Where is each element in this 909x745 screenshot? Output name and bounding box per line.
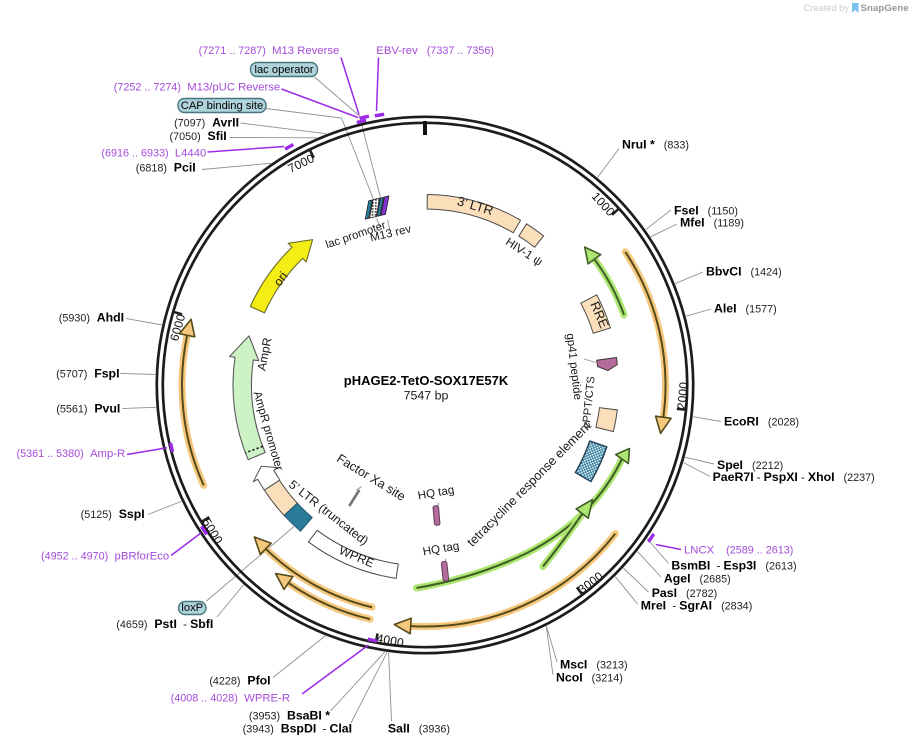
svg-text:SalI (3936): SalI (3936) xyxy=(388,722,450,736)
svg-text:AgeI (2685): AgeI (2685) xyxy=(664,572,731,586)
svg-text:MscI (3213): MscI (3213) xyxy=(560,658,628,672)
svg-text:HQ tag: HQ tag xyxy=(422,539,460,558)
svg-text:MreI - SgrAI (2834): MreI - SgrAI (2834) xyxy=(641,599,753,613)
svg-text:SpeI (2212): SpeI (2212) xyxy=(717,458,783,472)
svg-text:(4659) PstI - SbfI: (4659) PstI - SbfI xyxy=(116,617,213,631)
svg-text:(6916 .. 6933) L4440: (6916 .. 6933) L4440 xyxy=(101,148,206,160)
svg-text:BsmBI - Esp3I (2613): BsmBI - Esp3I (2613) xyxy=(671,559,796,573)
svg-text:(7252 .. 7274) M13/pUC Revers: (7252 .. 7274) M13/pUC Reverse xyxy=(114,82,280,94)
svg-text:NruI * (833): NruI * (833) xyxy=(622,138,689,152)
svg-text:MfeI (1189): MfeI (1189) xyxy=(680,216,744,230)
svg-text:(5561) PvuI: (5561) PvuI xyxy=(56,402,120,416)
svg-text:(4008 .. 4028) WPRE-R: (4008 .. 4028) WPRE-R xyxy=(171,693,290,705)
svg-text:BbvCI (1424): BbvCI (1424) xyxy=(706,265,782,279)
svg-text:AleI (1577): AleI (1577) xyxy=(714,302,777,316)
svg-text:NcoI (3214): NcoI (3214) xyxy=(556,671,623,685)
svg-text:pHAGE2-TetO-SOX17E57K: pHAGE2-TetO-SOX17E57K xyxy=(344,373,509,388)
svg-text:HQ tag: HQ tag xyxy=(417,483,455,502)
svg-text:(3943) BspDI - ClaI: (3943) BspDI - ClaI xyxy=(243,722,352,736)
svg-text:(5930) AhdI: (5930) AhdI xyxy=(59,311,124,325)
svg-text:(5125) SspI: (5125) SspI xyxy=(81,507,145,521)
svg-text:(7050) SfiI: (7050) SfiI xyxy=(170,129,227,143)
svg-text:(5707) FspI: (5707) FspI xyxy=(56,367,119,381)
svg-text:(4952 .. 4970) pBRforEco: (4952 .. 4970) pBRforEco xyxy=(41,551,169,563)
svg-text:FseI (1150): FseI (1150) xyxy=(674,204,738,218)
svg-text:AmpR: AmpR xyxy=(254,336,274,372)
svg-text:4000: 4000 xyxy=(375,631,405,650)
svg-text:lac operator: lac operator xyxy=(254,64,313,76)
svg-text:(7097) AvrII: (7097) AvrII xyxy=(174,116,239,130)
svg-text:(4228) PfoI: (4228) PfoI xyxy=(209,674,270,688)
svg-text:cPPT/CTS: cPPT/CTS xyxy=(581,376,598,429)
svg-text:CAP binding site: CAP binding site xyxy=(181,100,264,112)
svg-text:EcoRI (2028): EcoRI (2028) xyxy=(724,415,799,429)
svg-text:loxP: loxP xyxy=(181,602,203,614)
svg-text:ori: ori xyxy=(271,269,291,289)
svg-text:(3953) BsaBI *: (3953) BsaBI * xyxy=(249,709,330,723)
svg-text:EBV-rev (7337 .. 7356): EBV-rev (7337 .. 7356) xyxy=(376,45,494,57)
svg-text:7547 bp: 7547 bp xyxy=(404,389,449,403)
svg-text:PaeR7I - PspXI - XhoI (2237): PaeR7I - PspXI - XhoI (2237) xyxy=(713,470,875,484)
svg-text:2000: 2000 xyxy=(674,381,691,410)
svg-text:PasI (2782): PasI (2782) xyxy=(652,586,718,600)
svg-text:SnapGene: SnapGene xyxy=(861,3,909,14)
svg-text:(6818) PciI: (6818) PciI xyxy=(136,161,196,175)
svg-text:Created by: Created by xyxy=(804,3,850,13)
svg-text:(5361 .. 5380) Amp-R: (5361 .. 5380) Amp-R xyxy=(17,448,126,460)
svg-text:(7271 .. 7287) M13 Reverse: (7271 .. 7287) M13 Reverse xyxy=(199,45,340,57)
svg-text:LNCX (2589 .. 2613): LNCX (2589 .. 2613) xyxy=(684,545,793,557)
